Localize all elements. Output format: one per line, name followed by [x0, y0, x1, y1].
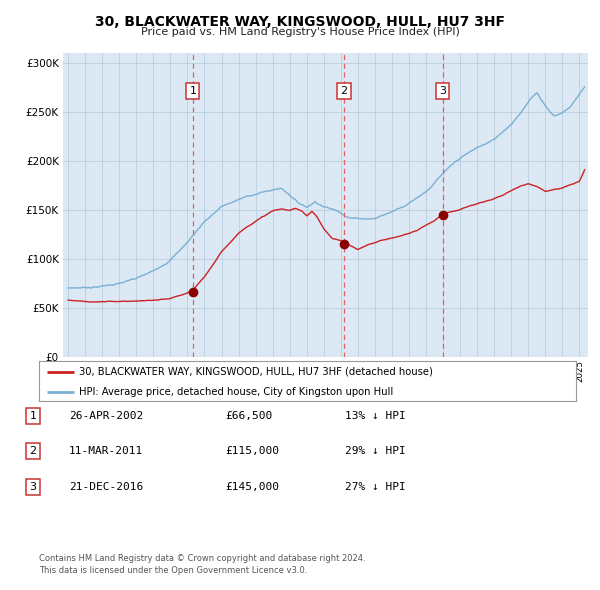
Text: 1: 1 [190, 86, 196, 96]
Text: 11-MAR-2011: 11-MAR-2011 [69, 447, 143, 456]
Text: 29% ↓ HPI: 29% ↓ HPI [345, 447, 406, 456]
Text: 30, BLACKWATER WAY, KINGSWOOD, HULL, HU7 3HF (detached house): 30, BLACKWATER WAY, KINGSWOOD, HULL, HU7… [79, 367, 433, 377]
Text: 30, BLACKWATER WAY, KINGSWOOD, HULL, HU7 3HF: 30, BLACKWATER WAY, KINGSWOOD, HULL, HU7… [95, 15, 505, 29]
Text: 27% ↓ HPI: 27% ↓ HPI [345, 482, 406, 491]
Text: 26-APR-2002: 26-APR-2002 [69, 411, 143, 421]
Text: 1: 1 [29, 411, 37, 421]
Text: 13% ↓ HPI: 13% ↓ HPI [345, 411, 406, 421]
Text: Contains HM Land Registry data © Crown copyright and database right 2024.
This d: Contains HM Land Registry data © Crown c… [39, 555, 365, 575]
Text: 3: 3 [439, 86, 446, 96]
Text: HPI: Average price, detached house, City of Kingston upon Hull: HPI: Average price, detached house, City… [79, 387, 394, 397]
Text: £66,500: £66,500 [225, 411, 272, 421]
Text: 3: 3 [29, 482, 37, 491]
Text: £145,000: £145,000 [225, 482, 279, 491]
Text: 2: 2 [341, 86, 347, 96]
Text: 2: 2 [29, 447, 37, 456]
Text: Price paid vs. HM Land Registry's House Price Index (HPI): Price paid vs. HM Land Registry's House … [140, 27, 460, 37]
Text: £115,000: £115,000 [225, 447, 279, 456]
Text: 21-DEC-2016: 21-DEC-2016 [69, 482, 143, 491]
